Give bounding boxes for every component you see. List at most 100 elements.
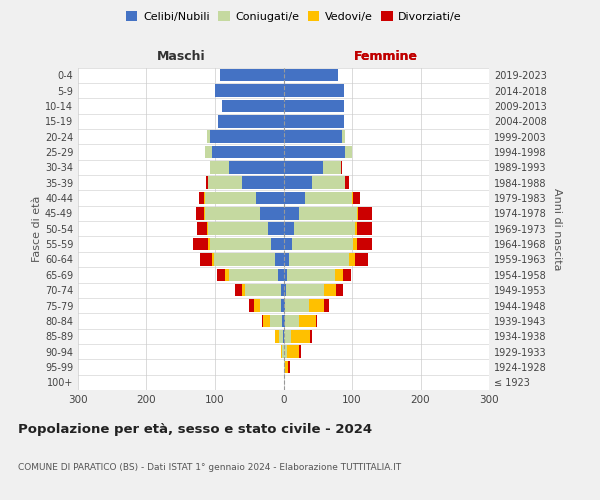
Bar: [284, 192, 305, 204]
Bar: [284, 130, 345, 143]
Bar: [215, 84, 284, 97]
Bar: [284, 161, 343, 173]
Bar: [282, 346, 284, 358]
Bar: [281, 346, 284, 358]
Bar: [284, 222, 295, 235]
Bar: [220, 69, 284, 82]
Bar: [284, 253, 349, 266]
Bar: [284, 130, 345, 143]
Bar: [284, 253, 368, 266]
Bar: [281, 299, 284, 312]
Bar: [208, 130, 284, 143]
Bar: [220, 69, 284, 82]
Bar: [284, 268, 287, 281]
Bar: [284, 84, 344, 97]
Bar: [284, 69, 338, 82]
Bar: [281, 284, 284, 296]
Bar: [284, 314, 317, 327]
Bar: [284, 268, 352, 281]
Bar: [262, 314, 284, 327]
Bar: [284, 330, 310, 342]
Bar: [284, 100, 344, 112]
Bar: [209, 161, 284, 173]
Bar: [275, 330, 284, 342]
Bar: [254, 299, 284, 312]
Bar: [284, 299, 329, 312]
Bar: [284, 314, 285, 327]
Bar: [284, 222, 357, 235]
Bar: [229, 161, 284, 173]
Bar: [245, 284, 284, 296]
Bar: [284, 192, 352, 204]
Bar: [218, 115, 284, 128]
Bar: [284, 146, 352, 158]
Bar: [270, 314, 284, 327]
Bar: [205, 146, 284, 158]
Bar: [284, 268, 335, 281]
Bar: [284, 346, 287, 358]
Legend: Celibi/Nubili, Coniugati/e, Vedovi/e, Divorziati/e: Celibi/Nubili, Coniugati/e, Vedovi/e, Di…: [122, 7, 466, 26]
Bar: [212, 253, 284, 266]
Bar: [284, 176, 345, 189]
Bar: [208, 222, 284, 235]
Bar: [197, 222, 284, 235]
Bar: [284, 146, 345, 158]
Bar: [284, 299, 309, 312]
Bar: [217, 268, 284, 281]
Bar: [284, 69, 338, 82]
Bar: [204, 192, 284, 204]
Bar: [284, 284, 336, 296]
Bar: [222, 100, 284, 112]
Bar: [208, 176, 284, 189]
Bar: [208, 130, 284, 143]
Y-axis label: Anni di nascita: Anni di nascita: [552, 188, 562, 270]
Bar: [205, 207, 284, 220]
Bar: [206, 176, 284, 189]
Bar: [284, 222, 372, 235]
Bar: [218, 115, 284, 128]
Y-axis label: Fasce di età: Fasce di età: [32, 196, 42, 262]
Bar: [284, 130, 345, 143]
Bar: [229, 268, 284, 281]
Bar: [284, 346, 299, 358]
Bar: [220, 69, 284, 82]
Bar: [275, 330, 284, 342]
Bar: [284, 330, 291, 342]
Bar: [271, 238, 284, 250]
Bar: [284, 146, 352, 158]
Bar: [284, 84, 344, 97]
Text: Femmine: Femmine: [354, 50, 418, 62]
Bar: [284, 161, 341, 173]
Bar: [284, 69, 338, 82]
Bar: [220, 69, 284, 82]
Bar: [278, 268, 284, 281]
Bar: [282, 314, 284, 327]
Bar: [242, 284, 284, 296]
Bar: [284, 161, 341, 173]
Bar: [284, 192, 353, 204]
Bar: [222, 100, 284, 112]
Bar: [242, 176, 284, 189]
Bar: [284, 84, 344, 97]
Bar: [209, 130, 284, 143]
Bar: [284, 360, 288, 374]
Bar: [284, 238, 357, 250]
Bar: [284, 253, 289, 266]
Bar: [284, 115, 344, 128]
Bar: [284, 284, 324, 296]
Bar: [248, 299, 284, 312]
Bar: [284, 360, 290, 374]
Bar: [284, 238, 372, 250]
Bar: [284, 146, 352, 158]
Bar: [209, 161, 284, 173]
Bar: [208, 238, 284, 250]
Bar: [214, 253, 284, 266]
Bar: [284, 100, 344, 112]
Bar: [284, 130, 342, 143]
Bar: [284, 253, 355, 266]
Bar: [284, 207, 372, 220]
Bar: [284, 284, 286, 296]
Bar: [260, 207, 284, 220]
Bar: [196, 207, 284, 220]
Bar: [284, 268, 343, 281]
